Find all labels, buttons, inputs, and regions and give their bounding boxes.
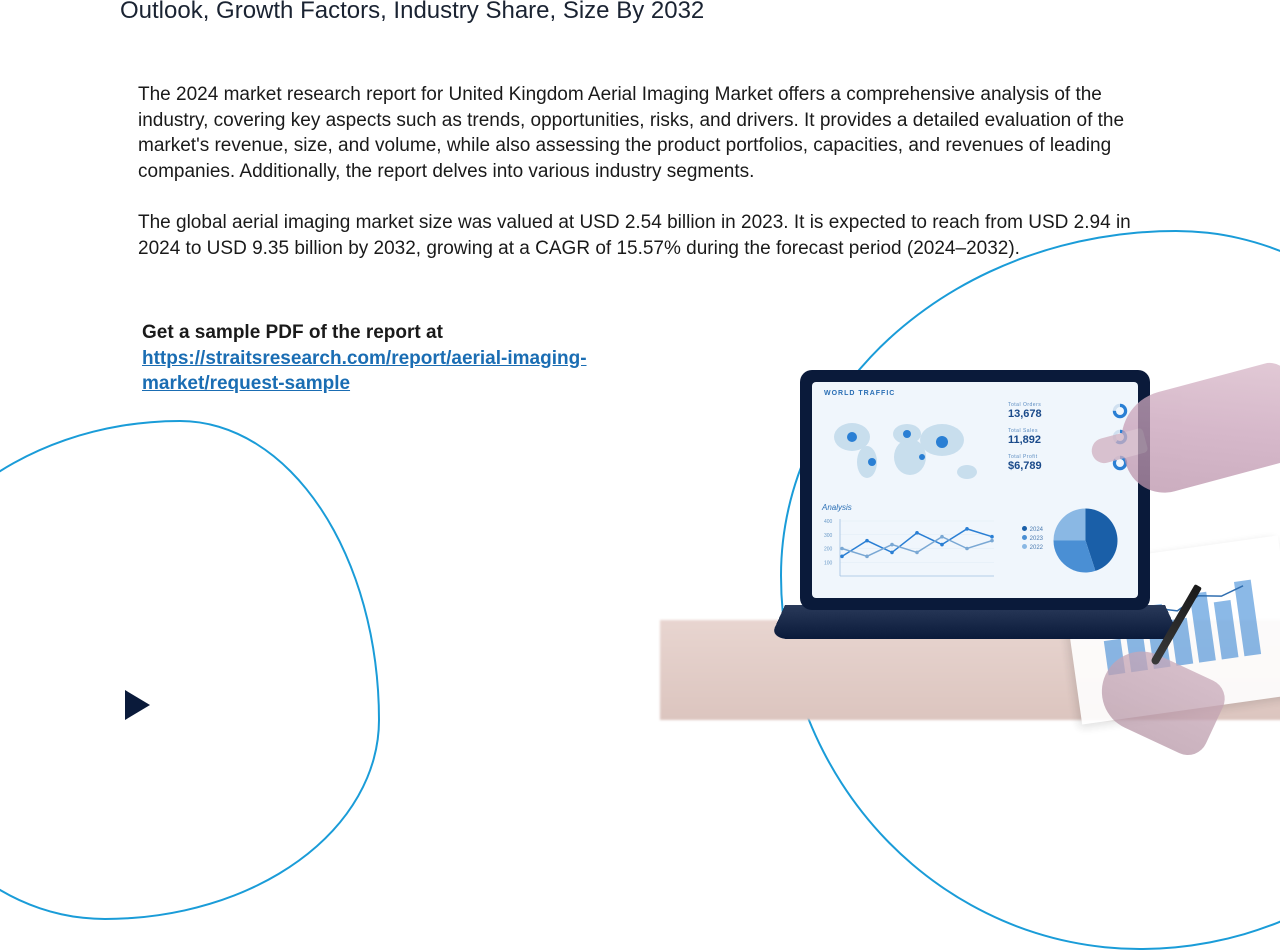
cta-prefix: Get a sample PDF of the report at [142,322,443,343]
page-title: Outlook, Growth Factors, Industry Share,… [120,0,704,26]
analysis-label: Analysis [822,503,1002,512]
svg-text:300: 300 [824,533,833,539]
analysis-pie-chart [1048,503,1123,578]
sample-pdf-link[interactable]: https://straitsresearch.com/report/aeria… [142,348,587,395]
analysis-section: Analysis 100 200 300 400 [822,503,1002,588]
cta-block: Get a sample PDF of the report at https:… [142,320,632,397]
analysis-line-chart: 100 200 300 400 [822,514,997,584]
svg-text:200: 200 [824,547,833,553]
laptop-illustration: WORLD TRAFFIC [760,280,1260,720]
intro-paragraph: The 2024 market research report for Unit… [138,82,1148,185]
pie-legend: 202420232022 [1022,526,1043,553]
svg-text:400: 400 [824,519,833,525]
svg-text:100: 100 [824,560,833,566]
laptop: WORLD TRAFFIC [800,370,1150,660]
decorative-curve-bottom-left [0,420,380,920]
laptop-keyboard [770,605,1181,639]
dashboard-header: WORLD TRAFFIC [824,390,895,397]
world-map [822,402,992,502]
stat-row: Total Orders13,678 [1008,402,1128,420]
logo-icon [120,685,170,725]
market-size-paragraph: The global aerial imaging market size wa… [138,210,1148,261]
dashboard-screen: WORLD TRAFFIC [812,382,1138,598]
laptop-screen-frame: WORLD TRAFFIC [800,370,1150,610]
